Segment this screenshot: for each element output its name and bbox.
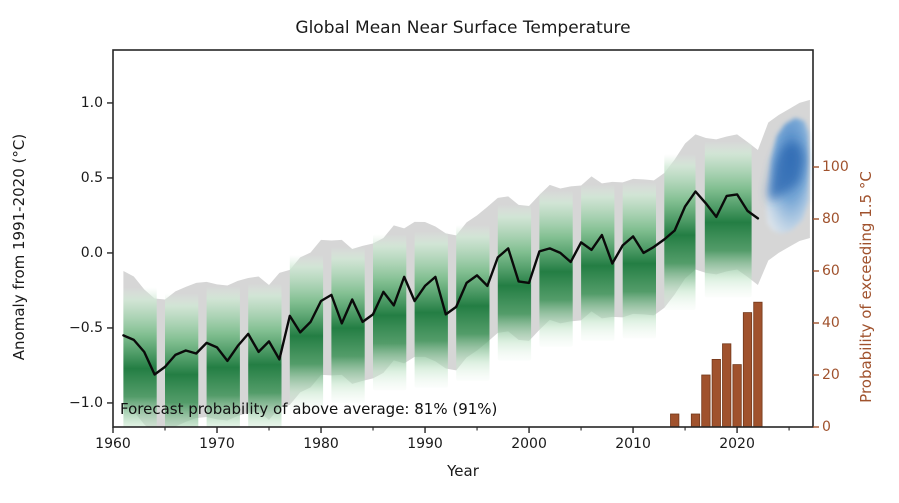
- y-right-tick-label: 60: [822, 263, 840, 279]
- y-left-tick-label: 0.5: [80, 169, 103, 186]
- probability-bar: [732, 364, 742, 427]
- hindcast-green-band: [664, 154, 696, 310]
- hindcast-green-band: [497, 204, 532, 361]
- forecast-blue-core: [768, 142, 805, 202]
- x-axis-label: Year: [447, 462, 479, 480]
- hindcast-green-band: [539, 190, 573, 347]
- y-right-tick-label: 0: [822, 419, 831, 435]
- y-right-tick-label: 40: [822, 315, 840, 331]
- x-tick-label: 1970: [199, 436, 235, 452]
- y-left-tick-label: 0.0: [80, 244, 103, 261]
- y-left-tick-label: 1.0: [80, 94, 103, 111]
- y-right-tick-label: 20: [822, 367, 840, 383]
- hindcast-green-band: [123, 287, 157, 427]
- probability-bar: [753, 301, 763, 427]
- hindcast-green-band: [704, 141, 752, 298]
- probability-bar: [690, 413, 701, 427]
- y-right-tick-label: 100: [822, 159, 849, 175]
- hindcast-green-band: [206, 286, 240, 427]
- hindcast-green-band: [331, 246, 365, 403]
- hindcast-green-band: [373, 234, 407, 391]
- x-tick-label: 1990: [407, 436, 443, 452]
- x-tick-label: 2010: [615, 436, 651, 452]
- probability-bar: [670, 413, 680, 427]
- y-left-tick-label: −1.0: [69, 394, 103, 411]
- probability-bar: [722, 343, 732, 427]
- hindcast-green-band: [622, 182, 656, 339]
- hindcast-green-band: [414, 231, 448, 388]
- plot-area: [122, 99, 810, 427]
- hindcast-green-band: [248, 283, 282, 427]
- probability-bar: [742, 312, 753, 427]
- x-tick-label: 2000: [511, 436, 547, 452]
- observed-temperature-line: [122, 190, 760, 376]
- x-tick-label: 1960: [95, 436, 131, 452]
- probability-bar: [711, 358, 721, 427]
- hindcast-green-band: [581, 184, 615, 341]
- forecast-probability-annotation: Forecast probability of above average: 8…: [120, 400, 498, 418]
- x-tick-label: 1980: [303, 436, 339, 452]
- axes-frame: [107, 49, 819, 433]
- y-left-tick-label: −0.5: [69, 319, 103, 336]
- y-right-tick-label: 80: [822, 211, 840, 227]
- probability-bar: [701, 374, 711, 427]
- x-tick-label: 2020: [719, 436, 755, 452]
- hindcast-green-band: [289, 254, 324, 411]
- chart-title: Global Mean Near Surface Temperature: [295, 18, 631, 38]
- hindcast-green-band: [165, 293, 199, 427]
- hindcast-green-band: [456, 224, 490, 381]
